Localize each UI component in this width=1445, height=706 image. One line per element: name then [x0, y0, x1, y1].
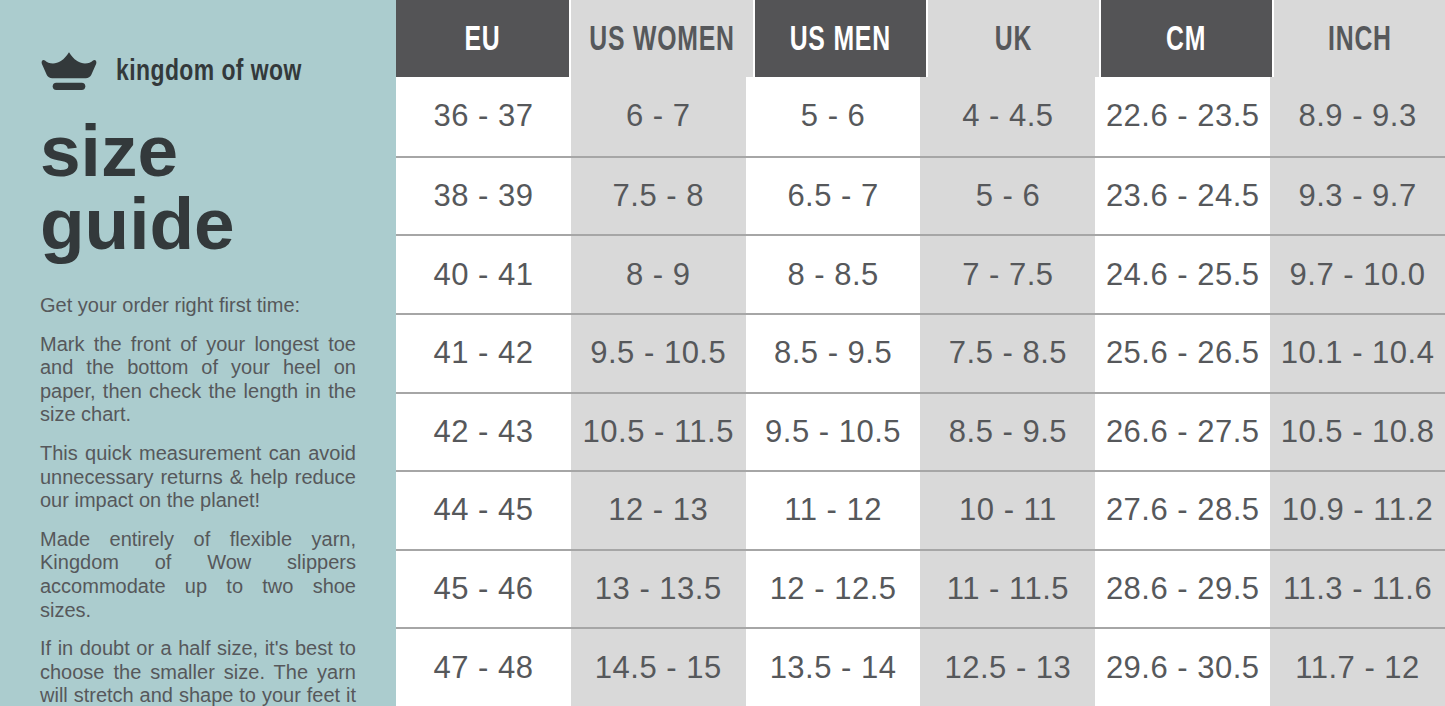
table-row: 41 - 42 9.5 - 10.5 8.5 - 9.5 7.5 - 8.5 2… — [396, 313, 1445, 392]
header-cell-cm: CM — [1099, 0, 1272, 77]
size-cell-cm: 26.6 - 27.5 — [1095, 394, 1270, 471]
intro-text: Get your order right first time: — [40, 294, 356, 318]
size-cell-us-men: 5 - 6 — [746, 77, 921, 156]
header-cell-eu: EU — [396, 0, 569, 77]
sidebar: kingdom of wow size guide Get your order… — [0, 0, 396, 706]
size-cell-us-men: 8.5 - 9.5 — [746, 315, 921, 392]
table-header-row: EU US WOMEN US MEN UK CM INCH — [396, 0, 1445, 77]
size-cell-us-men: 13.5 - 14 — [746, 629, 921, 706]
size-cell-us-women: 6 - 7 — [571, 77, 746, 156]
paragraph-yarn: Made entirely of flexible yarn, Kingdom … — [40, 528, 356, 622]
page-title: size guide — [40, 114, 356, 260]
size-cell-uk: 8.5 - 9.5 — [920, 394, 1095, 471]
size-cell-cm: 25.6 - 26.5 — [1095, 315, 1270, 392]
header-cell-uk: UK — [926, 0, 1099, 77]
size-cell-us-women: 12 - 13 — [571, 472, 746, 549]
size-cell-inch: 11.7 - 12 — [1270, 629, 1445, 706]
page-title-line1: size — [40, 110, 178, 191]
size-cell-us-men: 8 - 8.5 — [746, 236, 921, 313]
paragraph-measure: Mark the front of your longest toe and t… — [40, 333, 356, 427]
size-cell-inch: 8.9 - 9.3 — [1270, 77, 1445, 156]
table-row: 44 - 45 12 - 13 11 - 12 10 - 11 27.6 - 2… — [396, 470, 1445, 549]
size-cell-uk: 4 - 4.5 — [920, 77, 1095, 156]
size-cell-us-women: 8 - 9 — [571, 236, 746, 313]
size-cell-us-women: 9.5 - 10.5 — [571, 315, 746, 392]
size-cell-us-women: 7.5 - 8 — [571, 158, 746, 235]
table-row: 40 - 41 8 - 9 8 - 8.5 7 - 7.5 24.6 - 25.… — [396, 234, 1445, 313]
size-cell-inch: 9.3 - 9.7 — [1270, 158, 1445, 235]
size-cell-eu: 41 - 42 — [396, 315, 571, 392]
size-cell-us-men: 6.5 - 7 — [746, 158, 921, 235]
size-cell-eu: 36 - 37 — [396, 77, 571, 156]
page-title-line2: guide — [40, 183, 235, 264]
size-cell-eu: 45 - 46 — [396, 551, 571, 628]
table-row: 42 - 43 10.5 - 11.5 9.5 - 10.5 8.5 - 9.5… — [396, 392, 1445, 471]
header-cell-us-women: US WOMEN — [569, 0, 753, 77]
paragraph-returns: This quick measurement can avoid unneces… — [40, 442, 356, 513]
size-cell-uk: 7.5 - 8.5 — [920, 315, 1095, 392]
size-cell-cm: 24.6 - 25.5 — [1095, 236, 1270, 313]
size-cell-eu: 44 - 45 — [396, 472, 571, 549]
size-cell-cm: 29.6 - 30.5 — [1095, 629, 1270, 706]
table-row: 36 - 37 6 - 7 5 - 6 4 - 4.5 22.6 - 23.5 … — [396, 77, 1445, 156]
table-row: 45 - 46 13 - 13.5 12 - 12.5 11 - 11.5 28… — [396, 549, 1445, 628]
size-cell-cm: 28.6 - 29.5 — [1095, 551, 1270, 628]
table-row: 38 - 39 7.5 - 8 6.5 - 7 5 - 6 23.6 - 24.… — [396, 156, 1445, 235]
brand-row: kingdom of wow — [40, 44, 356, 96]
header-cell-us-men: US MEN — [753, 0, 926, 77]
size-cell-inch: 10.9 - 11.2 — [1270, 472, 1445, 549]
size-cell-us-men: 11 - 12 — [746, 472, 921, 549]
size-cell-uk: 11 - 11.5 — [920, 551, 1095, 628]
paragraph-doubt: If in doubt or a half size, it's best to… — [40, 637, 356, 706]
size-cell-us-women: 14.5 - 15 — [571, 629, 746, 706]
size-cell-uk: 7 - 7.5 — [920, 236, 1095, 313]
size-cell-us-men: 12 - 12.5 — [746, 551, 921, 628]
size-cell-us-men: 9.5 - 10.5 — [746, 394, 921, 471]
size-cell-cm: 22.6 - 23.5 — [1095, 77, 1270, 156]
size-cell-us-women: 10.5 - 11.5 — [571, 394, 746, 471]
size-guide-page: kingdom of wow size guide Get your order… — [0, 0, 1445, 706]
size-cell-eu: 38 - 39 — [396, 158, 571, 235]
size-table: EU US WOMEN US MEN UK CM INCH 36 - 37 6 … — [396, 0, 1445, 706]
size-cell-eu: 40 - 41 — [396, 236, 571, 313]
size-cell-us-women: 13 - 13.5 — [571, 551, 746, 628]
header-cell-inch: INCH — [1272, 0, 1445, 77]
size-cell-inch: 9.7 - 10.0 — [1270, 236, 1445, 313]
size-cell-uk: 10 - 11 — [920, 472, 1095, 549]
size-cell-uk: 12.5 - 13 — [920, 629, 1095, 706]
size-cell-eu: 42 - 43 — [396, 394, 571, 471]
size-cell-inch: 10.5 - 10.8 — [1270, 394, 1445, 471]
crown-icon — [40, 47, 98, 93]
size-cell-inch: 11.3 - 11.6 — [1270, 551, 1445, 628]
size-cell-cm: 27.6 - 28.5 — [1095, 472, 1270, 549]
brand-name: kingdom of wow — [116, 53, 302, 87]
size-cell-inch: 10.1 - 10.4 — [1270, 315, 1445, 392]
table-row: 47 - 48 14.5 - 15 13.5 - 14 12.5 - 13 29… — [396, 627, 1445, 706]
size-cell-eu: 47 - 48 — [396, 629, 571, 706]
size-cell-cm: 23.6 - 24.5 — [1095, 158, 1270, 235]
size-cell-uk: 5 - 6 — [920, 158, 1095, 235]
